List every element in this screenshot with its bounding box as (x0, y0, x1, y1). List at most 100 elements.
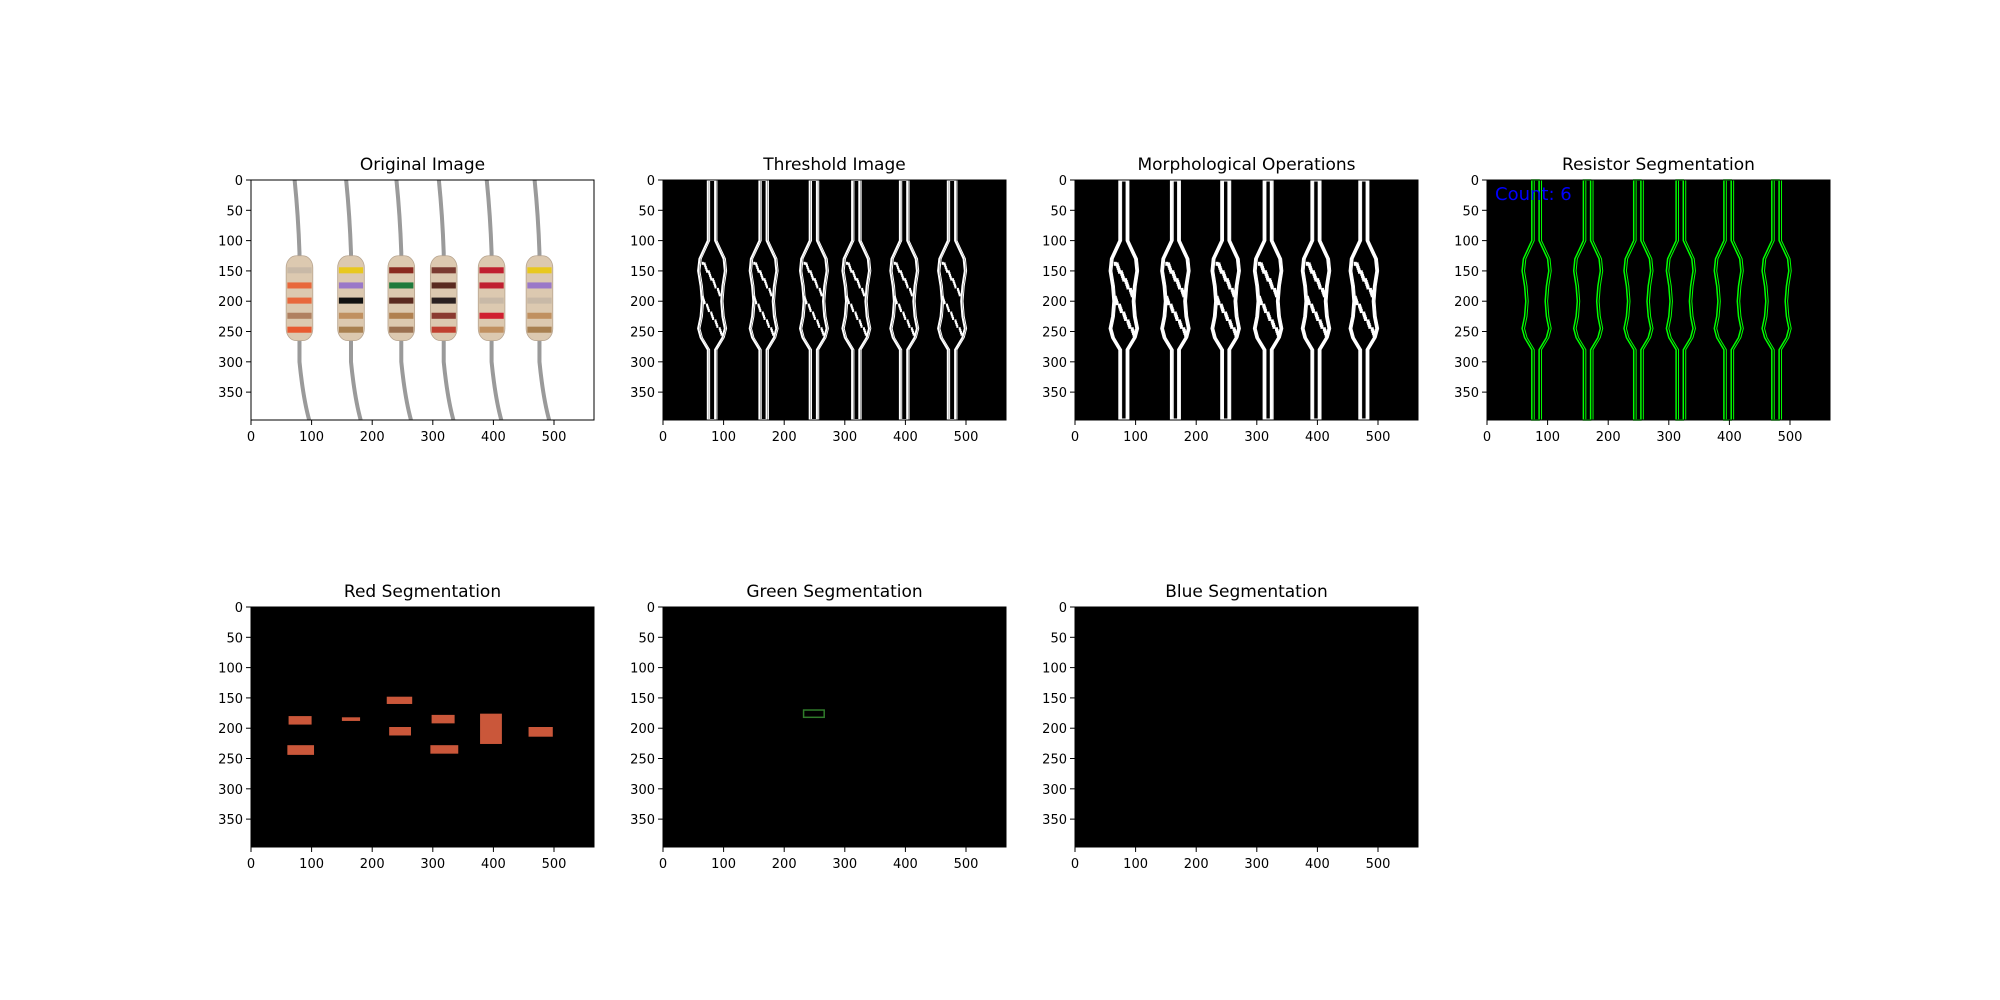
y-tick-label: 50 (1050, 204, 1067, 219)
speckle (893, 295, 896, 299)
x-tick-label: 300 (1244, 430, 1269, 445)
speckle (1215, 295, 1219, 300)
panel-threshold: Threshold Image 0 100 200 300 400 500 0 50 100 15… (630, 155, 1007, 445)
x-tick-label: 200 (772, 857, 797, 872)
speckle (769, 289, 772, 293)
x-tick-label: 100 (299, 857, 324, 872)
y-tick-label: 50 (1050, 631, 1067, 646)
red-segment (430, 745, 459, 754)
speckle (808, 305, 811, 309)
speckle (944, 264, 947, 268)
plot-blue-segmentation: 0 100 200 300 400 500 0 50 100 150 200 250 300 350 (1042, 601, 1419, 872)
y-tick-label: 50 (638, 631, 655, 646)
speckle (813, 278, 816, 282)
speckle (1124, 278, 1128, 283)
speckle (1126, 319, 1130, 324)
resistor (525, 179, 554, 421)
speckle (803, 295, 806, 299)
speckle (953, 281, 956, 285)
x-tick-label: 500 (542, 857, 567, 872)
color-band (338, 312, 364, 319)
speckle (809, 307, 812, 311)
speckle (1311, 270, 1315, 275)
color-band (431, 297, 456, 304)
speckle (710, 313, 713, 317)
speckle (950, 277, 953, 281)
speckle (956, 324, 959, 328)
x-tick-label: 0 (659, 857, 667, 872)
speckle (820, 327, 823, 331)
color-band (389, 282, 414, 289)
speckle (1165, 295, 1169, 300)
y-tick-label: 200 (1042, 722, 1067, 737)
y-tick-label: 0 (1059, 174, 1067, 189)
speckle (813, 315, 816, 319)
x-tick-label: 300 (1656, 430, 1681, 445)
speckle (947, 270, 950, 274)
resistor (387, 179, 416, 421)
color-band (431, 312, 456, 319)
speckle (945, 267, 948, 271)
speckle (893, 261, 896, 265)
speckle (804, 299, 807, 303)
speckle (704, 266, 707, 270)
speckle (1225, 278, 1229, 283)
speckle (763, 316, 766, 320)
speckle (763, 278, 766, 282)
speckle (710, 311, 713, 315)
plot-original: 0 100 200 300 400 500 0 50 100 150 200 250 300 350 (218, 174, 595, 445)
y-tick-label: 150 (1042, 265, 1067, 280)
speckle (850, 269, 853, 273)
speckle (912, 330, 915, 334)
y-tick-label: 250 (630, 326, 655, 341)
y-tick-label: 100 (630, 235, 655, 250)
color-band (431, 326, 456, 333)
y-tick-label: 100 (218, 235, 243, 250)
speckle (858, 319, 861, 323)
y-tick-label: 0 (647, 601, 655, 616)
plot-threshold: 0 100 200 300 400 500 0 50 100 150 200 250 300 350 (630, 174, 1007, 445)
y-tick-label: 350 (1454, 386, 1479, 401)
speckle (816, 321, 819, 325)
speckle (708, 272, 711, 276)
y-tick-label: 200 (630, 722, 655, 737)
speckle (759, 270, 762, 274)
color-band (287, 297, 312, 304)
speckle (952, 280, 955, 283)
speckle (1258, 261, 1262, 266)
color-band (389, 312, 414, 319)
resistor-lead (394, 179, 413, 421)
x-tick-label: 200 (1184, 430, 1209, 445)
speckle (819, 289, 822, 293)
speckle (856, 316, 859, 320)
speckle (951, 315, 954, 319)
panel-resistor-segmentation: Resistor Segmentation Count: 6 0 100 200 300… (1454, 155, 1831, 445)
speckle (957, 289, 960, 293)
x-tick-label: 300 (832, 430, 857, 445)
speckle (855, 313, 858, 317)
speckle (755, 301, 758, 305)
color-band (479, 282, 504, 289)
speckle (806, 264, 809, 268)
speckle (1169, 303, 1173, 308)
speckle (894, 297, 897, 301)
image-background (663, 180, 1006, 420)
speckle (770, 327, 773, 331)
speckle (817, 323, 820, 327)
speckle (1113, 261, 1117, 266)
speckle (761, 311, 764, 315)
resistor-lead (484, 179, 504, 421)
speckle (858, 285, 861, 289)
x-tick-label: 300 (420, 857, 445, 872)
panel-title: Resistor Segmentation (1562, 155, 1755, 175)
speckle (755, 264, 758, 268)
speckle (898, 303, 901, 307)
axes-frame (662, 179, 1007, 421)
image-background (663, 607, 1006, 847)
x-tick-label: 400 (893, 430, 918, 445)
speckle (1122, 311, 1126, 316)
speckle (710, 277, 713, 281)
speckle (807, 269, 810, 273)
speckle (803, 261, 806, 265)
speckle (812, 277, 815, 281)
